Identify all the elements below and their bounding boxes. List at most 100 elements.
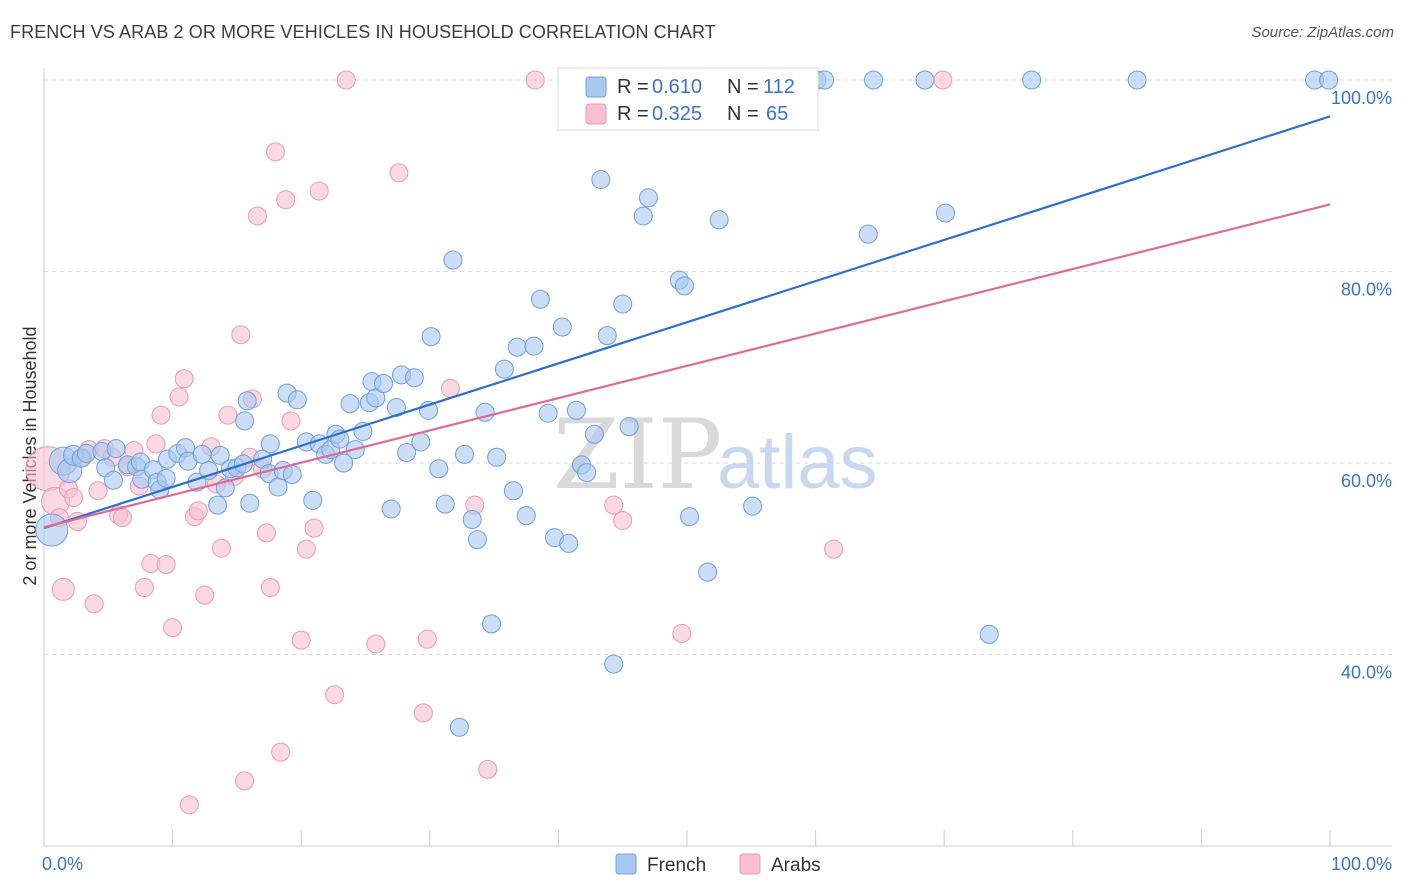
- trend-lines: [43, 115, 1331, 530]
- french-point: [674, 276, 694, 296]
- arabs-point: [179, 795, 199, 815]
- french-point: [462, 509, 482, 529]
- french-point: [210, 445, 230, 465]
- french-point: [397, 442, 417, 462]
- french-point: [1022, 70, 1042, 90]
- arabs-point: [291, 630, 311, 650]
- arabs-point: [134, 577, 154, 597]
- arabs-swatch: [585, 103, 607, 125]
- legend-arabs-label: Arabs: [771, 855, 821, 876]
- french-trend-line: [43, 115, 1331, 530]
- arabs-point: [235, 771, 255, 791]
- arabs-point: [296, 539, 316, 559]
- french-point: [559, 533, 579, 553]
- chart-title: FRENCH VS ARAB 2 OR MORE VEHICLES IN HOU…: [10, 22, 716, 42]
- french-point: [208, 495, 228, 515]
- french-point: [260, 434, 280, 454]
- arabs-point: [525, 70, 545, 90]
- arabs-point: [211, 538, 231, 558]
- arabs-point: [64, 487, 84, 507]
- arabs-point: [613, 510, 633, 530]
- french-point: [237, 391, 257, 411]
- arabs-point: [281, 411, 301, 431]
- y-tick-label: 60.0%: [1341, 471, 1392, 491]
- series-legend: French Arabs: [615, 853, 821, 876]
- french-point: [35, 513, 69, 547]
- french-r-value: 0.610: [652, 76, 702, 98]
- arabs-point: [195, 585, 215, 605]
- french-point: [863, 70, 883, 90]
- arabs-n-label: N =: [727, 103, 759, 125]
- arabs-point: [174, 369, 194, 389]
- french-point: [709, 210, 729, 230]
- french-point: [566, 400, 586, 420]
- arabs-point: [417, 629, 437, 649]
- french-point: [386, 397, 406, 417]
- arabs-r-value: 0.325: [652, 103, 702, 125]
- arabs-point: [88, 481, 108, 501]
- arabs-point: [276, 190, 296, 210]
- arabs-point: [256, 523, 276, 543]
- french-point: [303, 490, 323, 510]
- legend-french-label: French: [647, 855, 706, 876]
- french-point: [584, 424, 604, 444]
- french-point: [503, 481, 523, 501]
- french-point: [638, 188, 658, 208]
- french-point: [467, 530, 487, 550]
- arabs-point: [265, 142, 285, 162]
- arabs-point: [231, 325, 251, 345]
- arabs-point: [260, 577, 280, 597]
- source-credit: Source: ZipAtlas.com: [1251, 24, 1394, 41]
- arabs-point: [146, 434, 166, 454]
- french-n-value: 112: [763, 76, 795, 98]
- french-point: [619, 417, 639, 437]
- french-n-label: N =: [727, 76, 759, 98]
- french-point: [597, 326, 617, 346]
- french-point: [524, 336, 544, 356]
- french-point: [287, 390, 307, 410]
- arabs-point: [271, 742, 291, 762]
- french-point: [698, 562, 718, 582]
- y-tick-label: 80.0%: [1341, 280, 1392, 300]
- arabs-point: [112, 508, 132, 528]
- french-r-label: R =: [617, 76, 649, 98]
- arabs-point: [84, 594, 104, 614]
- arabs-point: [413, 703, 433, 723]
- french-point: [192, 444, 212, 464]
- french-point: [381, 499, 401, 519]
- y-tick-label: 40.0%: [1341, 663, 1392, 683]
- stats-legend: R = 0.610 N = 112 R = 0.325 N = 65: [557, 67, 819, 131]
- french-point: [404, 368, 424, 388]
- french-point: [577, 463, 597, 483]
- arabs-point: [156, 554, 176, 574]
- arabs-trend-line: [43, 203, 1331, 529]
- french-point: [240, 493, 260, 513]
- french-point: [268, 477, 288, 497]
- arabs-point: [440, 378, 460, 398]
- french-point: [858, 224, 878, 244]
- arabs-point: [51, 577, 75, 601]
- arabs-point: [672, 623, 692, 643]
- french-point: [935, 203, 955, 223]
- french-point: [421, 327, 441, 347]
- french-points: [35, 70, 1339, 737]
- watermark-atlas: atlas: [717, 420, 878, 505]
- arabs-n-value: 65: [766, 103, 788, 125]
- french-point: [429, 459, 449, 479]
- french-point: [487, 447, 507, 467]
- french-point: [680, 507, 700, 527]
- arabs-point: [604, 495, 624, 515]
- arabs-point: [336, 70, 356, 90]
- french-point: [199, 461, 219, 481]
- french-point: [235, 411, 255, 431]
- french-point: [435, 494, 455, 514]
- french-point: [482, 614, 502, 634]
- french-point: [449, 717, 469, 737]
- arabs-point: [478, 759, 498, 779]
- french-point: [604, 654, 624, 674]
- french-point: [591, 170, 611, 190]
- legend-french-swatch: [615, 853, 637, 875]
- arabs-point: [366, 634, 386, 654]
- french-point: [1319, 70, 1339, 90]
- french-point: [507, 337, 527, 357]
